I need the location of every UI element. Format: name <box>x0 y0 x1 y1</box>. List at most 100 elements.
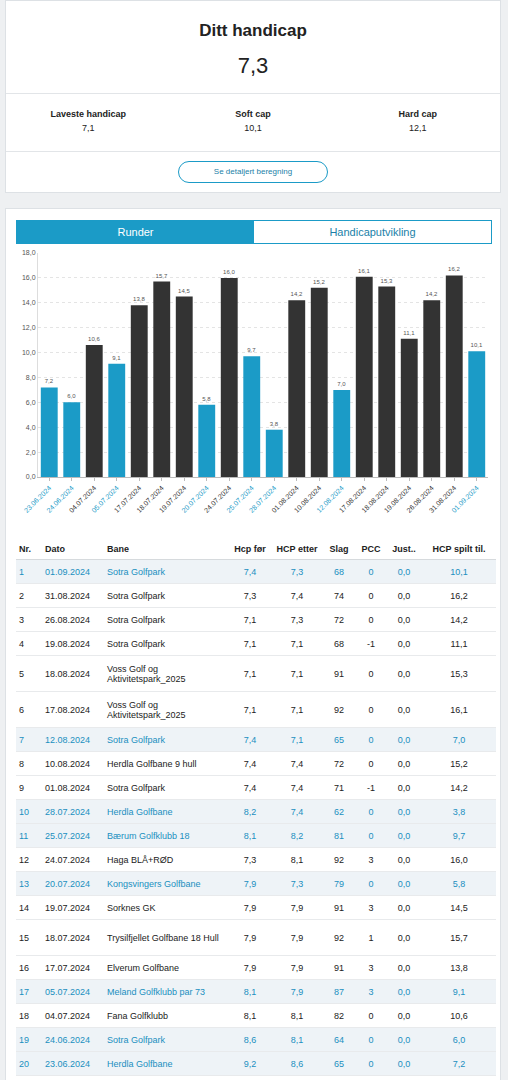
svg-text:14,0: 14,0 <box>22 299 36 306</box>
svg-text:14,5: 14,5 <box>178 288 190 294</box>
svg-text:19.08.2024: 19.08.2024 <box>383 484 413 514</box>
html-text:Handicaputvikling: Handicaputvikling <box>329 226 416 238</box>
svg-text:18.08.2024: 18.08.2024 <box>360 484 390 514</box>
html-text:7,4: 7,4 <box>243 758 257 769</box>
html-text:0,0: 0,0 <box>397 614 411 625</box>
html-text:7,1: 7,1 <box>243 614 257 625</box>
svg-text:10,6: 10,6 <box>88 336 100 342</box>
html-text:Voss Golf og Aktivitetspark_20: Voss Golf og Aktivitetspark_2025 <box>107 699 186 720</box>
svg-text:17.07.2024: 17.07.2024 <box>113 484 143 514</box>
html-text:7,0: 7,0 <box>452 734 466 745</box>
html-text:10,1: 10,1 <box>450 566 468 577</box>
html-text:17.08.2024: 17.08.2024 <box>45 704 90 715</box>
svg-text:15,7: 15,7 <box>156 273 168 279</box>
html-text:7,1: 7,1 <box>290 704 304 715</box>
html-text:31.08.2024: 31.08.2024 <box>45 590 90 601</box>
svg-text:26.08.2024: 26.08.2024 <box>405 484 435 514</box>
html-text:Sotra Golfpark: Sotra Golfpark <box>107 638 165 649</box>
svg-text:13,8: 13,8 <box>133 296 145 302</box>
html-text:7,3: 7,3 <box>290 614 304 625</box>
svg-text:12.08.2024: 12.08.2024 <box>315 484 345 514</box>
html-text:Sotra Golfpark: Sotra Golfpark <box>107 566 165 577</box>
html-text:18.08.2024: 18.08.2024 <box>45 668 90 679</box>
svg-text:17.08.2024: 17.08.2024 <box>338 484 368 514</box>
svg-text:7,0: 7,0 <box>337 381 346 387</box>
html-text:7,1: 7,1 <box>243 638 257 649</box>
svg-text:9,1: 9,1 <box>112 355 121 361</box>
html-text:16,1: 16,1 <box>450 704 468 715</box>
html-text:7,3: 7,3 <box>243 590 257 601</box>
html-text:Sotra Golfpark: Sotra Golfpark <box>107 734 165 745</box>
html-text:0,0: 0,0 <box>397 590 411 601</box>
svg-text:10,1: 10,1 <box>471 342 483 348</box>
svg-text:19.07.2024: 19.07.2024 <box>158 484 188 514</box>
svg-text:12,0: 12,0 <box>22 324 36 331</box>
svg-text:01.08.2024: 01.08.2024 <box>270 484 300 514</box>
svg-text:01.09.2024: 01.09.2024 <box>450 484 480 514</box>
svg-text:8,0: 8,0 <box>26 374 36 381</box>
svg-text:7,2: 7,2 <box>45 378 54 384</box>
html-text:7,1: 7,1 <box>243 668 257 679</box>
html-text:Voss Golf og Aktivitetspark_20: Voss Golf og Aktivitetspark_2025 <box>107 663 186 684</box>
html-text:0,0: 0,0 <box>397 734 411 745</box>
html-text:7,3: 7,3 <box>290 566 304 577</box>
svg-text:24.06.2024: 24.06.2024 <box>45 484 75 514</box>
svg-text:3,8: 3,8 <box>270 421 279 427</box>
svg-text:16,2: 16,2 <box>448 266 460 272</box>
svg-text:10.08.2024: 10.08.2024 <box>293 484 323 514</box>
svg-text:23.06.2024: 23.06.2024 <box>23 484 53 514</box>
svg-text:14,2: 14,2 <box>291 291 303 297</box>
html-text:0,0: 0,0 <box>397 704 411 715</box>
svg-text:16,0: 16,0 <box>223 269 235 275</box>
html-text:12.08.2024: 12.08.2024 <box>45 734 90 745</box>
svg-text:15,3: 15,3 <box>381 278 393 284</box>
svg-text:10,0: 10,0 <box>22 349 36 356</box>
html-text:Runder: Runder <box>117 226 154 238</box>
svg-text:6,0: 6,0 <box>26 399 36 406</box>
html-text:10.08.2024: 10.08.2024 <box>45 758 90 769</box>
html-text:Ditt handicap: Ditt handicap <box>199 21 307 40</box>
svg-text:16,0: 16,0 <box>22 274 36 281</box>
html-text:7,1: 7,1 <box>290 734 304 745</box>
html-text:Sotra Golfpark: Sotra Golfpark <box>107 590 165 601</box>
html-text:7,4: 7,4 <box>243 566 257 577</box>
html-text:0,0: 0,0 <box>397 566 411 577</box>
svg-text:2,0: 2,0 <box>26 449 36 456</box>
html-text:14,2: 14,2 <box>450 614 468 625</box>
html-text:7,4: 7,4 <box>243 734 257 745</box>
svg-text:14,2: 14,2 <box>426 291 438 297</box>
svg-text:11,1: 11,1 <box>403 330 415 336</box>
html-text:26.08.2024: 26.08.2024 <box>45 614 90 625</box>
html-text:Herdla Golfbane 9 hull: Herdla Golfbane 9 hull <box>107 758 197 769</box>
svg-text:18,0: 18,0 <box>22 249 36 256</box>
svg-text:5,8: 5,8 <box>202 396 211 402</box>
svg-text:18.07.2024: 18.07.2024 <box>135 484 165 514</box>
svg-text:16,1: 16,1 <box>358 268 370 274</box>
html-text:0,0: 0,0 <box>397 638 411 649</box>
svg-text:9,7: 9,7 <box>247 347 256 353</box>
svg-text:4,0: 4,0 <box>26 424 36 431</box>
html-text:7,1: 7,1 <box>243 704 257 715</box>
svg-text:15,2: 15,2 <box>313 279 325 285</box>
svg-text:28.07.2024: 28.07.2024 <box>248 484 278 514</box>
html-text:Sotra Golfpark: Sotra Golfpark <box>107 614 165 625</box>
html-text:7,3: 7,3 <box>237 53 269 78</box>
html-text:16,2: 16,2 <box>450 590 468 601</box>
html-text:7,1: 7,1 <box>290 638 304 649</box>
html-text:19.08.2024: 19.08.2024 <box>45 638 90 649</box>
html-text:7,1: 7,1 <box>290 668 304 679</box>
svg-text:24.07.2024: 24.07.2024 <box>203 484 233 514</box>
svg-text:0,0: 0,0 <box>26 473 36 480</box>
svg-text:25.07.2024: 25.07.2024 <box>225 484 255 514</box>
svg-text:20.07.2024: 20.07.2024 <box>180 484 210 514</box>
html-text:7,4: 7,4 <box>290 590 304 601</box>
html-text:11,1: 11,1 <box>450 638 468 649</box>
html-text:0,0: 0,0 <box>397 668 411 679</box>
html-text:7,4: 7,4 <box>290 758 304 769</box>
svg-text:05.07.2024: 05.07.2024 <box>90 484 120 514</box>
html-text:15,3: 15,3 <box>450 668 468 679</box>
html-text:01.09.2024: 01.09.2024 <box>45 566 90 577</box>
svg-text:31.08.2024: 31.08.2024 <box>428 484 458 514</box>
svg-text:04.07.2024: 04.07.2024 <box>68 484 98 514</box>
svg-text:6,0: 6,0 <box>67 393 76 399</box>
